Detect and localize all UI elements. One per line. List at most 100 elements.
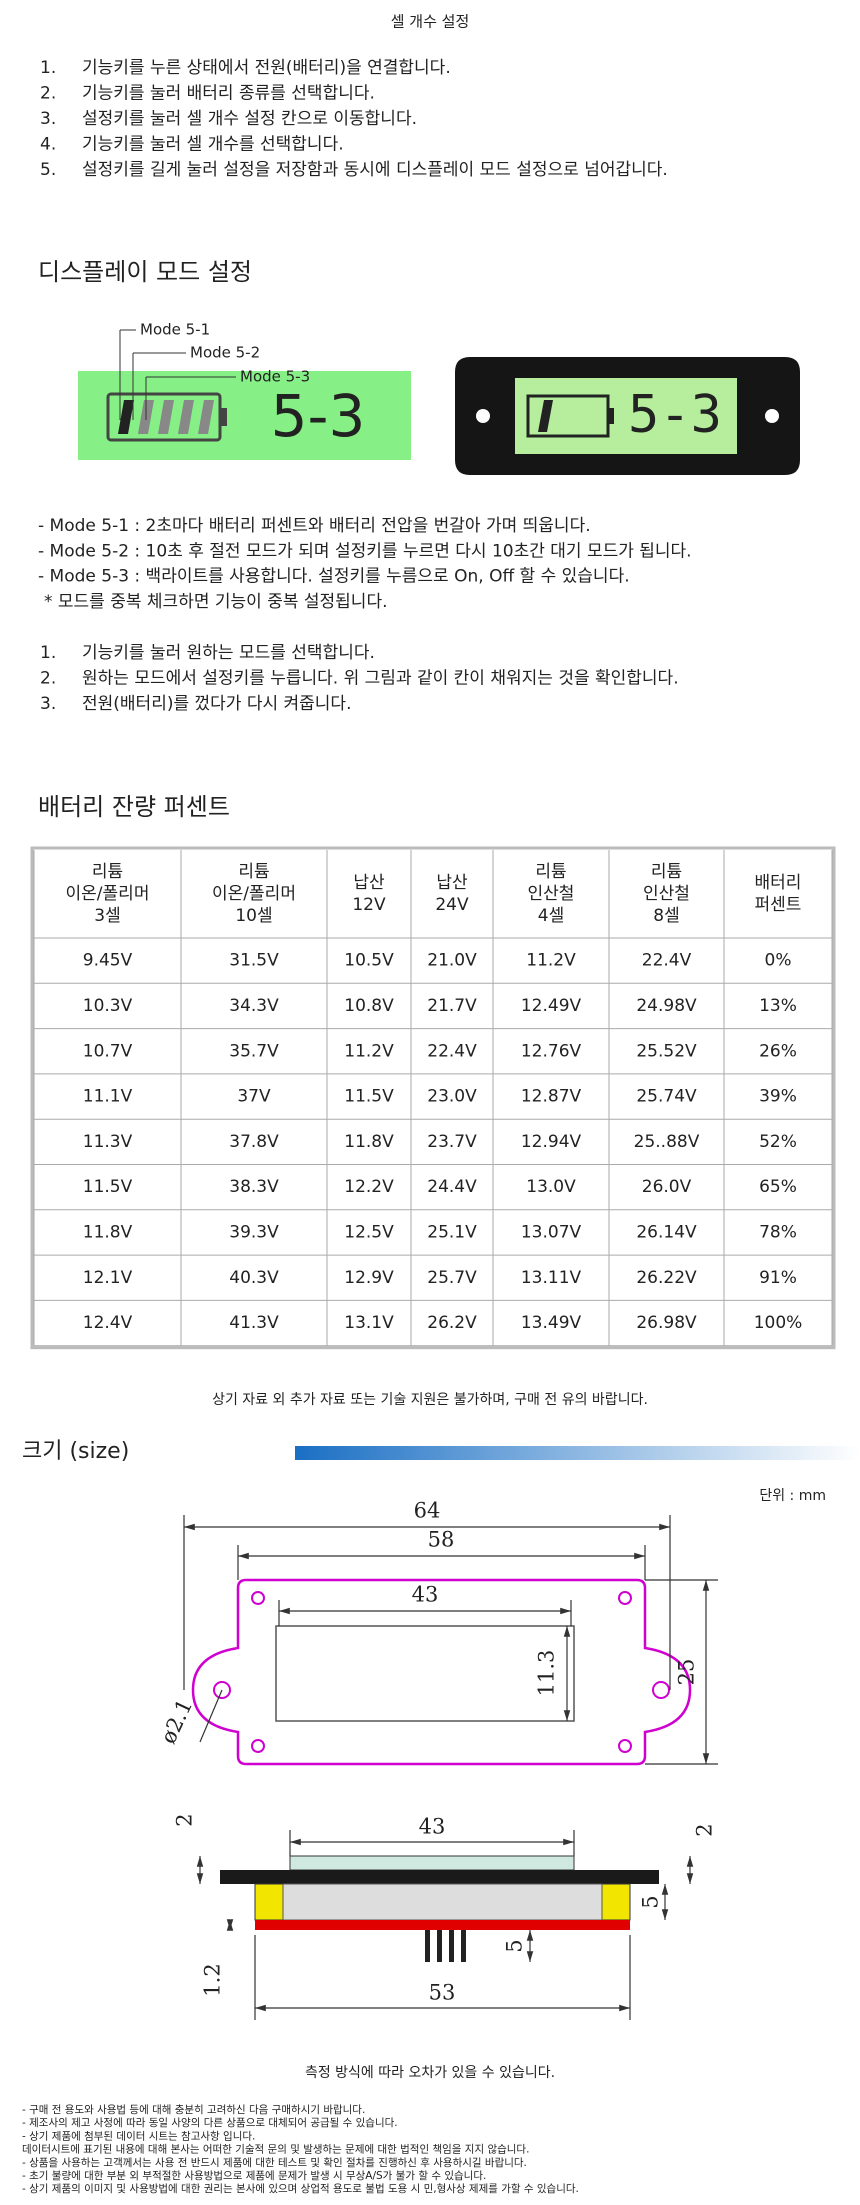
caption: 측정 방식에 따라 오차가 있을 수 있습니다. [305,2065,555,2081]
mode-callout: Mode 5-1 [140,321,210,339]
dimension-label: ø2.1 [156,1695,197,1747]
step-number: 4. [40,135,56,155]
table-header: 납산 [436,873,468,893]
table-header: 인산철 [528,884,575,904]
table-cell: 24.4V [427,1177,477,1197]
pin [437,1930,442,1962]
table-cell: 25..88V [634,1132,700,1152]
table-cell: 39.3V [229,1222,279,1242]
step-number: 2. [40,84,56,104]
table-header: 배터리 [755,873,802,893]
table-cell: 52% [759,1132,797,1152]
table-cell: 10.7V [83,1041,133,1061]
table-cell: 26.2V [427,1313,477,1333]
table-header: 리튬 [651,862,682,882]
lcd-glass [289,1855,575,1871]
table-cell: 13.49V [521,1313,582,1333]
table-cell: 22.4V [642,951,692,971]
step-text: 설정키를 길게 눌러 설정을 저장함과 동시에 디스플레이 모드 설정으로 넘어… [82,160,668,180]
table-cell: 12.5V [344,1222,394,1242]
disclaimer: - 상기 제품의 이미지 및 사용방법에 대한 권리는 본사에 있으며 상업적 … [22,2182,579,2195]
table-cell: 21.0V [427,951,477,971]
table-cell: 100% [754,1313,803,1333]
mode-description: * 모드를 중복 체크하면 기능이 중복 설정됩니다. [44,592,388,612]
table-cell: 26.14V [636,1222,697,1242]
pcb [255,1920,630,1930]
table-cell: 11.8V [83,1222,133,1242]
spacer [601,1883,631,1921]
table-cell: 37.8V [229,1132,279,1152]
leader-line [199,1689,223,1743]
table-header: 이온/폴리머 [212,884,296,904]
table-header: 퍼센트 [755,895,802,915]
disclaimer: - 제조사의 제고 사정에 따라 동일 사양의 다른 상품으로 대체되어 공급될… [22,2116,398,2129]
mode-description: - Mode 5-1 : 2초마다 배터리 퍼센트와 배터리 전압을 번갈아 가… [38,516,591,536]
table-cell: 26% [759,1041,797,1061]
front-frame [220,1870,659,1884]
table-cell: 35.7V [229,1041,279,1061]
plate-outline [191,1578,692,1766]
dimension-label: 58 [428,1528,455,1552]
dimension-label: 64 [414,1499,441,1523]
section-title: 셀 개수 설정 [391,13,470,31]
plate-hole [251,1591,265,1605]
device-lcd [515,378,737,454]
heading-bar [295,1446,860,1460]
size-heading: 크기 (size) [22,1439,129,1464]
dimension-label: 43 [412,1583,439,1607]
table-cell: 10.5V [344,951,394,971]
table-cell: 10.3V [83,996,133,1016]
table-cell: 13.1V [344,1313,394,1333]
pin [461,1930,466,1962]
table-cell: 25.1V [427,1222,477,1242]
step-text: 기능키를 누른 상태에서 전원(배터리)을 연결합니다. [82,58,451,78]
table-header: 이온/폴리머 [66,884,150,904]
table-header: 리튬 [92,862,123,882]
table-cell: 31.5V [229,951,279,971]
step-number: 3. [40,109,56,129]
battery-segment [118,400,134,434]
table-cell: 11.5V [344,1087,394,1107]
step-text: 원하는 모드에서 설정키를 누릅니다. 위 그림과 같이 칸이 채워지는 것을 … [82,669,679,689]
dimension-label: 53 [429,1981,456,2005]
table-cell: 12.87V [521,1087,582,1107]
table-cell: 11.2V [526,951,576,971]
section-heading: 배터리 잔량 퍼센트 [38,793,230,821]
table-cell: 11.2V [344,1041,394,1061]
unit-label: 단위 : mm [759,1488,826,1504]
disclaimer: - 구매 전 용도와 사용법 등에 대해 충분히 고려하신 다음 구매하시기 바… [22,2103,365,2116]
lcd-digits: 5-3 [271,382,366,450]
table-cell: 24.98V [636,996,697,1016]
table-cell: 0% [765,951,792,971]
table-cell: 9.45V [83,951,133,971]
table-cell: 26.98V [636,1313,697,1333]
battery-segment [158,400,174,434]
table-header: 3셀 [94,906,120,926]
lcd-body [282,1883,603,1921]
step-text: 설정키를 눌러 셀 개수 설정 칸으로 이동합니다. [82,109,417,129]
table-cell: 91% [759,1268,797,1288]
table-cell: 12.2V [344,1177,394,1197]
spacer [254,1883,284,1921]
dimension-label: 43 [419,1815,446,1839]
table-cell: 26.22V [636,1268,697,1288]
table-cell: 12.76V [521,1041,582,1061]
table-cell: 25.52V [636,1041,697,1061]
table-cell: 13% [759,996,797,1016]
battery-segment [198,400,214,434]
table-cell: 23.7V [427,1132,477,1152]
table-cell: 65% [759,1177,797,1197]
plate-hole [618,1739,632,1753]
notice: 상기 자료 외 추가 자료 또는 기술 지원은 불가하며, 구매 전 유의 바랍… [212,1392,648,1408]
step-number: 5. [40,160,56,180]
table-cell: 25.74V [636,1087,697,1107]
table-cell: 12.4V [83,1313,133,1333]
plate-hole [652,1681,670,1699]
table-cell: 11.8V [344,1132,394,1152]
disclaimer: - 상기 제품에 첨부된 데이터 시트는 참고사항 입니다. [22,2129,255,2142]
table-cell: 13.07V [521,1222,582,1242]
table-cell: 21.7V [427,996,477,1016]
table-cell: 12.94V [521,1132,582,1152]
